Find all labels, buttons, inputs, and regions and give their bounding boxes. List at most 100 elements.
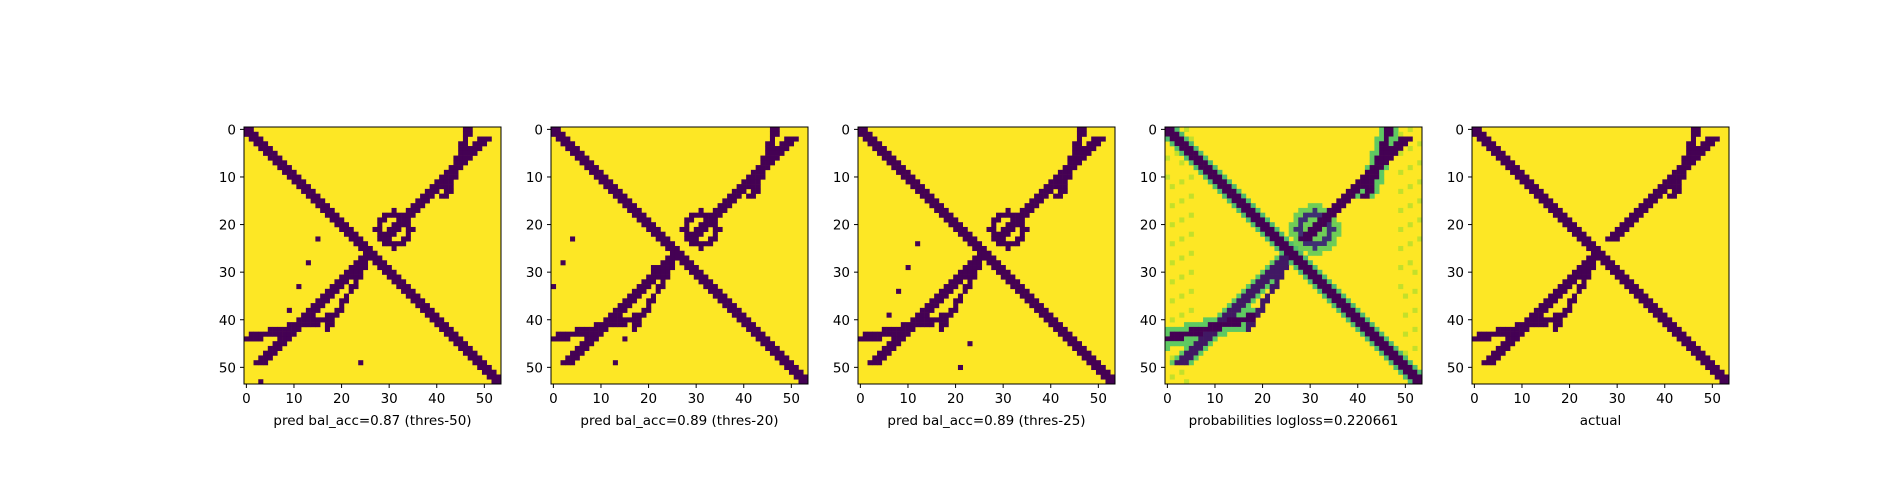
heatmap-cell — [358, 241, 364, 247]
heatmap-cell — [1241, 198, 1247, 204]
heatmap-cell — [1379, 160, 1385, 166]
heatmap-cell — [1198, 341, 1204, 347]
heatmap-cell — [1067, 169, 1073, 175]
heatmap-cell — [458, 146, 464, 152]
heatmap-cell — [267, 331, 273, 337]
heatmap-cell — [631, 212, 637, 218]
heatmap-cell — [1552, 288, 1558, 294]
heatmap-cell — [258, 360, 264, 366]
heatmap-cell — [462, 350, 468, 356]
heatmap-cell — [391, 207, 397, 213]
heatmap-cell — [1086, 150, 1092, 156]
heatmap-cell — [1491, 331, 1497, 337]
heatmap-cell — [769, 136, 775, 142]
heatmap-cell — [708, 241, 714, 247]
heatmap-cell — [1317, 269, 1323, 275]
heatmap-cell — [291, 169, 297, 175]
heatmap-cell — [579, 345, 585, 351]
heatmap-cell — [1671, 169, 1677, 175]
heatmap-cell — [1724, 379, 1730, 385]
heatmap-cell — [1472, 127, 1478, 133]
heatmap-cell — [1705, 141, 1711, 147]
heatmap-cell — [938, 298, 944, 304]
heatmap-cell — [305, 322, 311, 328]
heatmap-cell — [1086, 146, 1092, 152]
heatmap-cell — [1388, 150, 1394, 156]
heatmap-cell — [1412, 379, 1418, 385]
heatmap-cell — [788, 141, 795, 147]
heatmap-cell — [429, 317, 435, 323]
heatmap-cell — [1303, 255, 1309, 261]
heatmap-cell — [1345, 193, 1351, 199]
heatmap-cell — [1184, 322, 1190, 328]
heatmap-cell — [1274, 269, 1280, 275]
heatmap-cell — [1581, 241, 1587, 247]
heatmap-cell — [608, 317, 614, 323]
heatmap-cell — [462, 150, 468, 156]
heatmap-cell — [1019, 293, 1025, 299]
heatmap-cell — [1231, 198, 1237, 204]
heatmap-cell — [1345, 188, 1351, 194]
heatmap-cell — [1034, 203, 1040, 209]
heatmap-cell — [1169, 184, 1175, 190]
heatmap-cell — [386, 274, 392, 280]
heatmap-cell — [1245, 298, 1251, 304]
heatmap-cell — [962, 231, 968, 237]
heatmap-cell — [612, 193, 618, 199]
heatmap-cell — [1038, 312, 1044, 318]
heatmap-cell — [1245, 293, 1251, 299]
heatmap-cell — [1034, 298, 1040, 304]
heatmap-cell — [339, 284, 345, 290]
heatmap-cell — [1341, 312, 1347, 318]
heatmap-cell — [1393, 131, 1399, 137]
heatmap-cell — [736, 193, 742, 199]
heatmap-cell — [372, 250, 378, 256]
heatmap-cell — [1562, 279, 1568, 285]
heatmap-cell — [953, 217, 959, 223]
heatmap-cell — [1179, 179, 1185, 185]
heatmap-cell — [1091, 136, 1097, 142]
heatmap-cell — [1188, 288, 1194, 294]
heatmap-cell — [1307, 241, 1313, 247]
heatmap-cell — [755, 174, 761, 180]
heatmap-cell — [1543, 203, 1549, 209]
heatmap-cell — [1038, 198, 1044, 204]
heatmap-cell — [736, 184, 742, 190]
heatmap-cell — [910, 322, 916, 328]
heatmap-cell — [798, 369, 804, 375]
heatmap-cell — [1657, 184, 1663, 190]
heatmap-cell — [1495, 345, 1501, 351]
heatmap-cell — [434, 322, 440, 328]
heatmap-cell — [324, 326, 330, 332]
heatmap-cell — [286, 307, 292, 313]
heatmap-cell — [1179, 136, 1185, 142]
heatmap-cell — [967, 269, 973, 275]
y-tick-label: 30 — [1447, 265, 1464, 281]
heatmap-cell — [1519, 169, 1525, 175]
heatmap-cell — [1222, 312, 1228, 318]
heatmap-cell — [1407, 364, 1413, 371]
heatmap-cell — [1264, 293, 1270, 299]
heatmap-cell — [1255, 207, 1261, 213]
heatmap-cell — [405, 222, 411, 228]
heatmap-cell — [779, 355, 785, 361]
heatmap-cell — [1264, 269, 1270, 275]
heatmap-cell — [472, 350, 478, 356]
heatmap-cell — [434, 312, 440, 318]
heatmap-cell — [1629, 217, 1635, 223]
heatmap-cell — [481, 364, 488, 371]
heatmap-cell — [703, 212, 709, 218]
heatmap-cell — [703, 241, 709, 247]
heatmap-cell — [1383, 160, 1389, 166]
heatmap-cell — [703, 226, 709, 232]
heatmap-cell — [1552, 298, 1558, 304]
y-tick-label: 50 — [219, 360, 236, 376]
heatmap-cell — [953, 222, 959, 228]
heatmap-cell — [765, 146, 771, 152]
heatmap-cell — [784, 355, 790, 361]
heatmap-cell — [1590, 250, 1597, 256]
heatmap-cell — [424, 312, 430, 318]
heatmap-cell — [972, 236, 978, 242]
heatmap-cell — [1686, 150, 1692, 156]
heatmap-cell — [1695, 150, 1701, 156]
